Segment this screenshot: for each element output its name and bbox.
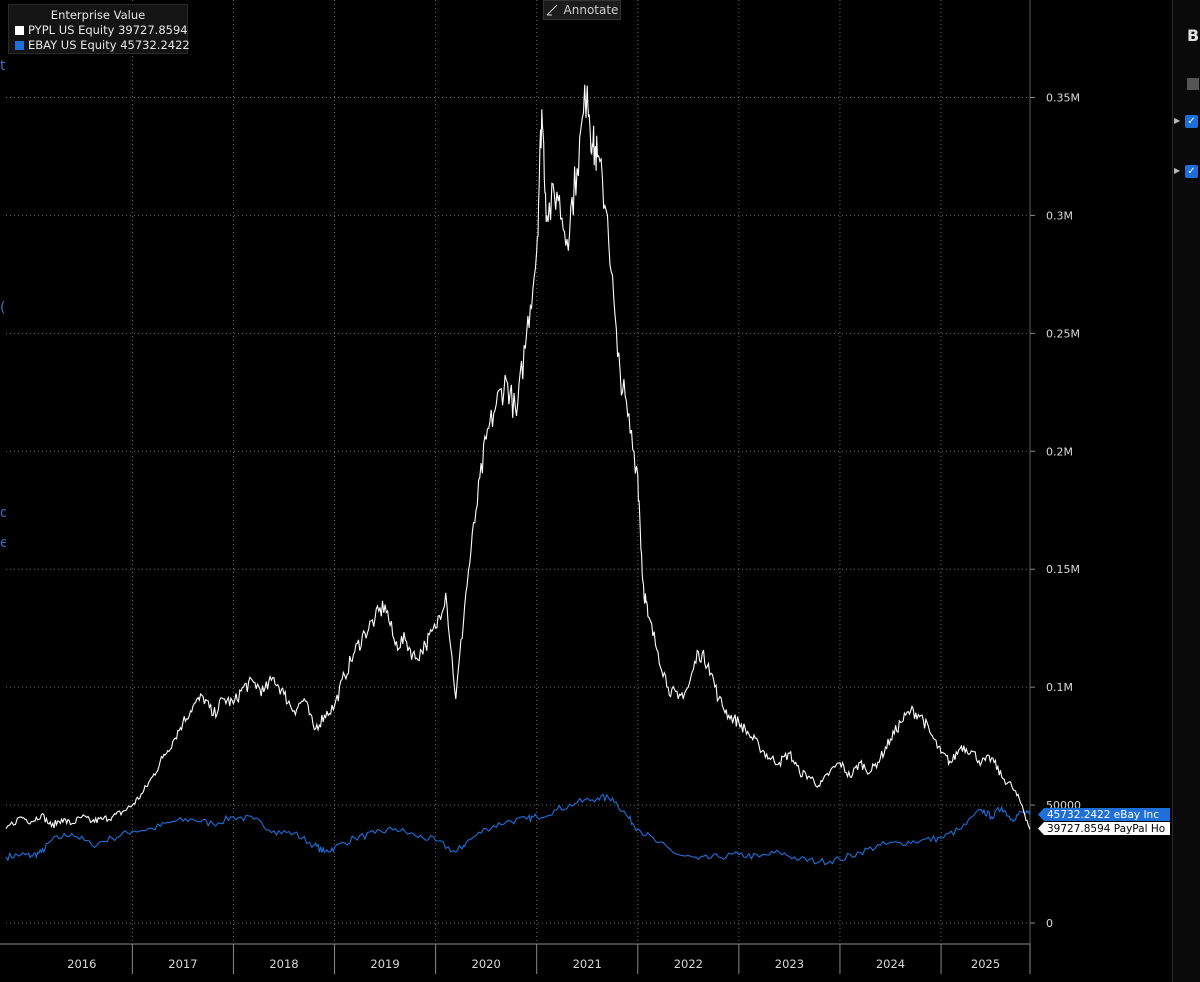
expand-arrow-icon[interactable]: ▶	[1174, 166, 1181, 175]
y-tick-label: 0.1M	[1046, 681, 1073, 694]
color-square-icon[interactable]	[1187, 78, 1199, 90]
x-tick-label: 2025	[971, 957, 1000, 971]
side-panel: B ▶ ✓ ▶ ✓	[1172, 0, 1200, 982]
gridlines	[6, 0, 1031, 944]
end-label-pointer	[1038, 808, 1044, 821]
x-tick-label: 2018	[269, 957, 298, 971]
end-labels: 45732.2422 eBay Inc 39727.8594 PayPal Ho	[1038, 808, 1170, 835]
end-label-pointer	[1038, 822, 1044, 835]
end-label-box	[1044, 822, 1170, 835]
left-edge-glyph: e	[0, 535, 6, 549]
y-tick-label: 0.35M	[1046, 92, 1080, 105]
pencil-icon	[546, 4, 557, 16]
y-tick-label: 0.25M	[1046, 327, 1080, 340]
end-label-ebay: 45732.2422 eBay Inc	[1038, 808, 1170, 821]
legend-title: Enterprise Value	[50, 8, 146, 22]
left-edge-glyph: t	[0, 58, 6, 72]
x-tick-label: 2021	[573, 957, 602, 971]
y-tick-label: 0.15M	[1046, 563, 1080, 576]
end-label-text: 45732.2422 eBay Inc	[1047, 809, 1159, 821]
legend-item-ebay[interactable]: EBAY US Equity 45732.2422	[15, 38, 190, 53]
y-tick-label: 0.3M	[1046, 209, 1073, 222]
x-axis: 2016 2017 2018 2019 2020 2021 2022 2023 2024 2025	[0, 943, 1172, 982]
left-edge-glyph: d	[0, 505, 6, 519]
end-label-text: 39727.8594 PayPal Ho	[1047, 823, 1165, 835]
x-tick-label: 2017	[168, 957, 197, 971]
x-axis-band	[0, 944, 1172, 982]
annotate-label: Annotate	[563, 3, 619, 17]
side-panel-title: B	[1187, 26, 1200, 45]
legend-label-ebay: EBAY US Equity 45732.2422	[28, 38, 190, 52]
annotate-button[interactable]: Annotate	[543, 0, 621, 20]
series-line-pypl	[5, 84, 1031, 830]
legend-label-pypl: PYPL US Equity 39727.8594	[28, 23, 188, 37]
left-edge-glyph: (	[0, 300, 6, 314]
legend-swatch-pypl	[15, 26, 24, 35]
x-tick-label: 2024	[876, 957, 905, 971]
x-tick-label: 2019	[370, 957, 399, 971]
series-lines	[5, 84, 1031, 866]
legend: Enterprise Value PYPL US Equity 39727.85…	[8, 4, 190, 54]
y-tick-label: 0	[1046, 917, 1053, 930]
x-tick-label: 2022	[674, 957, 703, 971]
expand-arrow-icon[interactable]: ▶	[1174, 116, 1181, 125]
series-checkbox-ebay[interactable]: ✓	[1185, 165, 1198, 178]
series-checkbox-pypl[interactable]: ✓	[1185, 115, 1198, 128]
legend-item-pypl[interactable]: PYPL US Equity 39727.8594	[15, 23, 188, 38]
series-line-ebay	[5, 793, 1031, 866]
y-tick-label: 0.2M	[1046, 445, 1073, 458]
x-tick-label: 2023	[775, 957, 804, 971]
x-tick-label: 2020	[472, 957, 501, 971]
x-tick-label: 2016	[67, 957, 96, 971]
end-label-pypl: 39727.8594 PayPal Ho	[1038, 822, 1170, 835]
end-label-box	[1044, 808, 1170, 821]
legend-swatch-ebay	[15, 41, 24, 50]
